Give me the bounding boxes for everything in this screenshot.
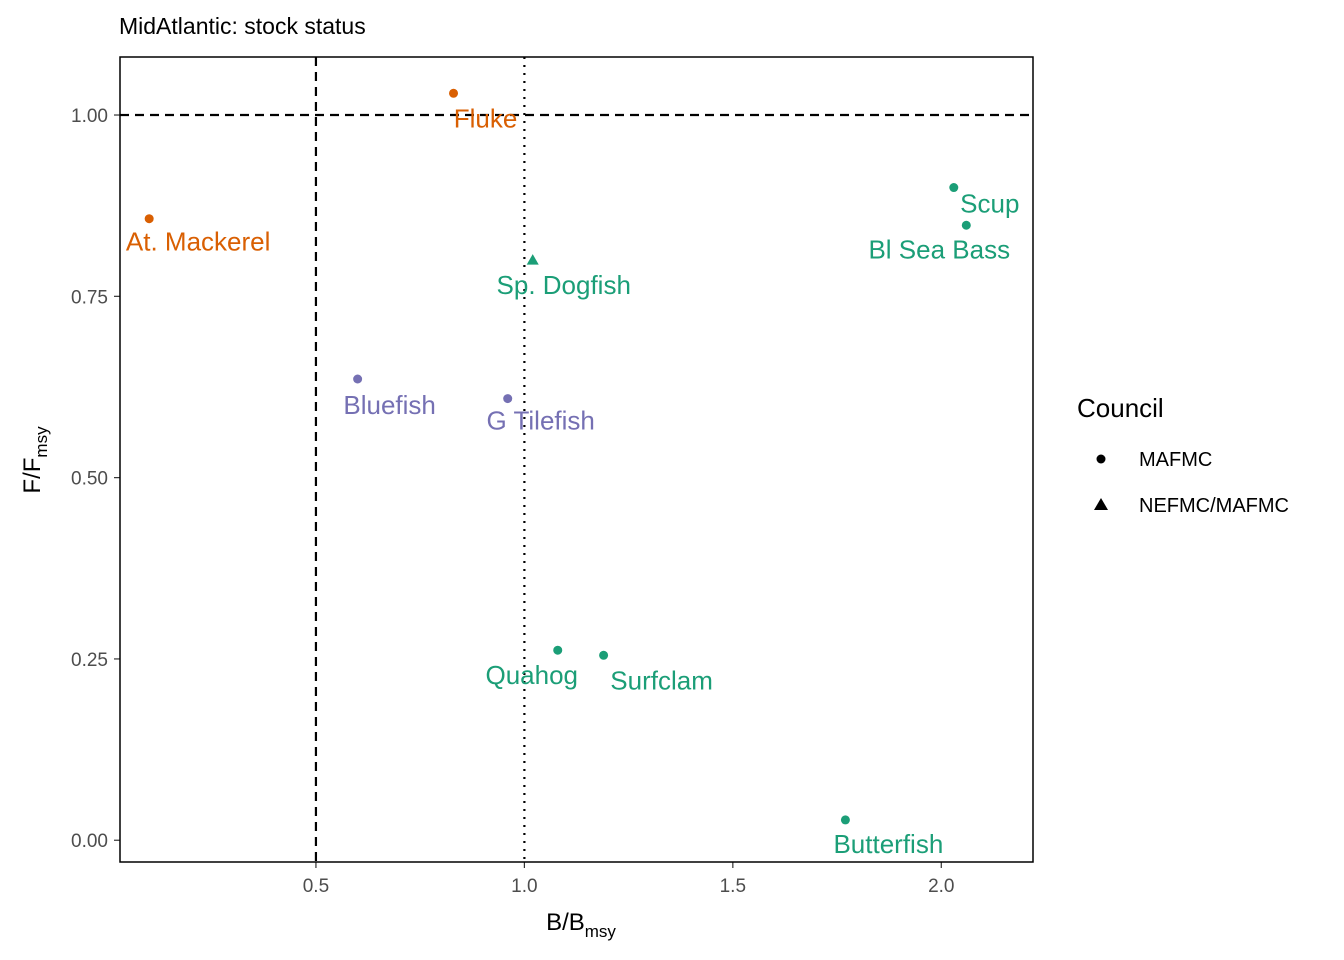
- x-axis-title-main: B/B: [546, 909, 585, 936]
- x-tick-label: 1.5: [720, 876, 746, 897]
- point-circle: [949, 183, 959, 193]
- point-circle: [449, 88, 459, 98]
- point-circle: [961, 220, 971, 230]
- y-tick-label: 0.00: [71, 831, 108, 852]
- point-circle: [144, 214, 154, 224]
- legend: Council MAFMC NEFMC/MAFMC: [1077, 393, 1289, 517]
- legend-triangle-key: [1094, 498, 1108, 510]
- point-circle: [840, 815, 850, 825]
- point-labels: At. Mackerel Fluke Bluefish G Tilefish Sp. D…: [126, 103, 1019, 859]
- x-tick-label: 0.5: [303, 876, 329, 897]
- point-label: Sp. Dogfish: [497, 270, 631, 300]
- legend-title: Council: [1077, 393, 1164, 423]
- data-points: [144, 88, 971, 825]
- point-label: At. Mackerel: [126, 227, 271, 257]
- x-axis-title: B/Bmsy: [546, 909, 616, 941]
- point-label: Fluke: [454, 103, 518, 133]
- y-tick-label: 0.25: [71, 650, 108, 671]
- point-triangle: [526, 254, 539, 265]
- point-label: Quahog: [485, 660, 578, 690]
- plot-panel-border: [119, 56, 1034, 863]
- legend-label-nefmc-mafmc: NEFMC/MAFMC: [1139, 495, 1289, 517]
- point-label: Butterfish: [833, 829, 943, 859]
- point-label: Surfclam: [610, 665, 713, 695]
- x-tick-label: 2.0: [928, 876, 954, 897]
- point-label: Scup: [960, 189, 1019, 219]
- y-axis-title-sub: msy: [32, 426, 51, 458]
- reference-lines: [120, 57, 1033, 862]
- x-axis: 0.5 1.0 1.5 2.0: [303, 862, 954, 897]
- chart-title: MidAtlantic: stock status: [119, 13, 366, 39]
- x-tick-label: 1.0: [511, 876, 537, 897]
- y-tick-label: 1.00: [71, 106, 108, 127]
- y-axis: 0.00 0.25 0.50 0.75 1.00: [71, 106, 120, 852]
- point-circle: [553, 645, 563, 655]
- y-tick-label: 0.50: [71, 469, 108, 490]
- point-circle: [353, 374, 363, 384]
- y-axis-title-main: F/F: [19, 458, 46, 494]
- legend-circle-key: [1096, 454, 1106, 464]
- point-circle: [599, 650, 609, 660]
- y-axis-title: F/Fmsy: [19, 426, 51, 494]
- x-axis-title-sub: msy: [585, 922, 617, 941]
- point-label: G Tilefish: [487, 406, 595, 436]
- point-label: Bluefish: [343, 390, 436, 420]
- point-label: Bl Sea Bass: [868, 234, 1010, 264]
- legend-label-mafmc: MAFMC: [1139, 449, 1212, 471]
- y-tick-label: 0.75: [71, 287, 108, 308]
- point-circle: [503, 394, 513, 404]
